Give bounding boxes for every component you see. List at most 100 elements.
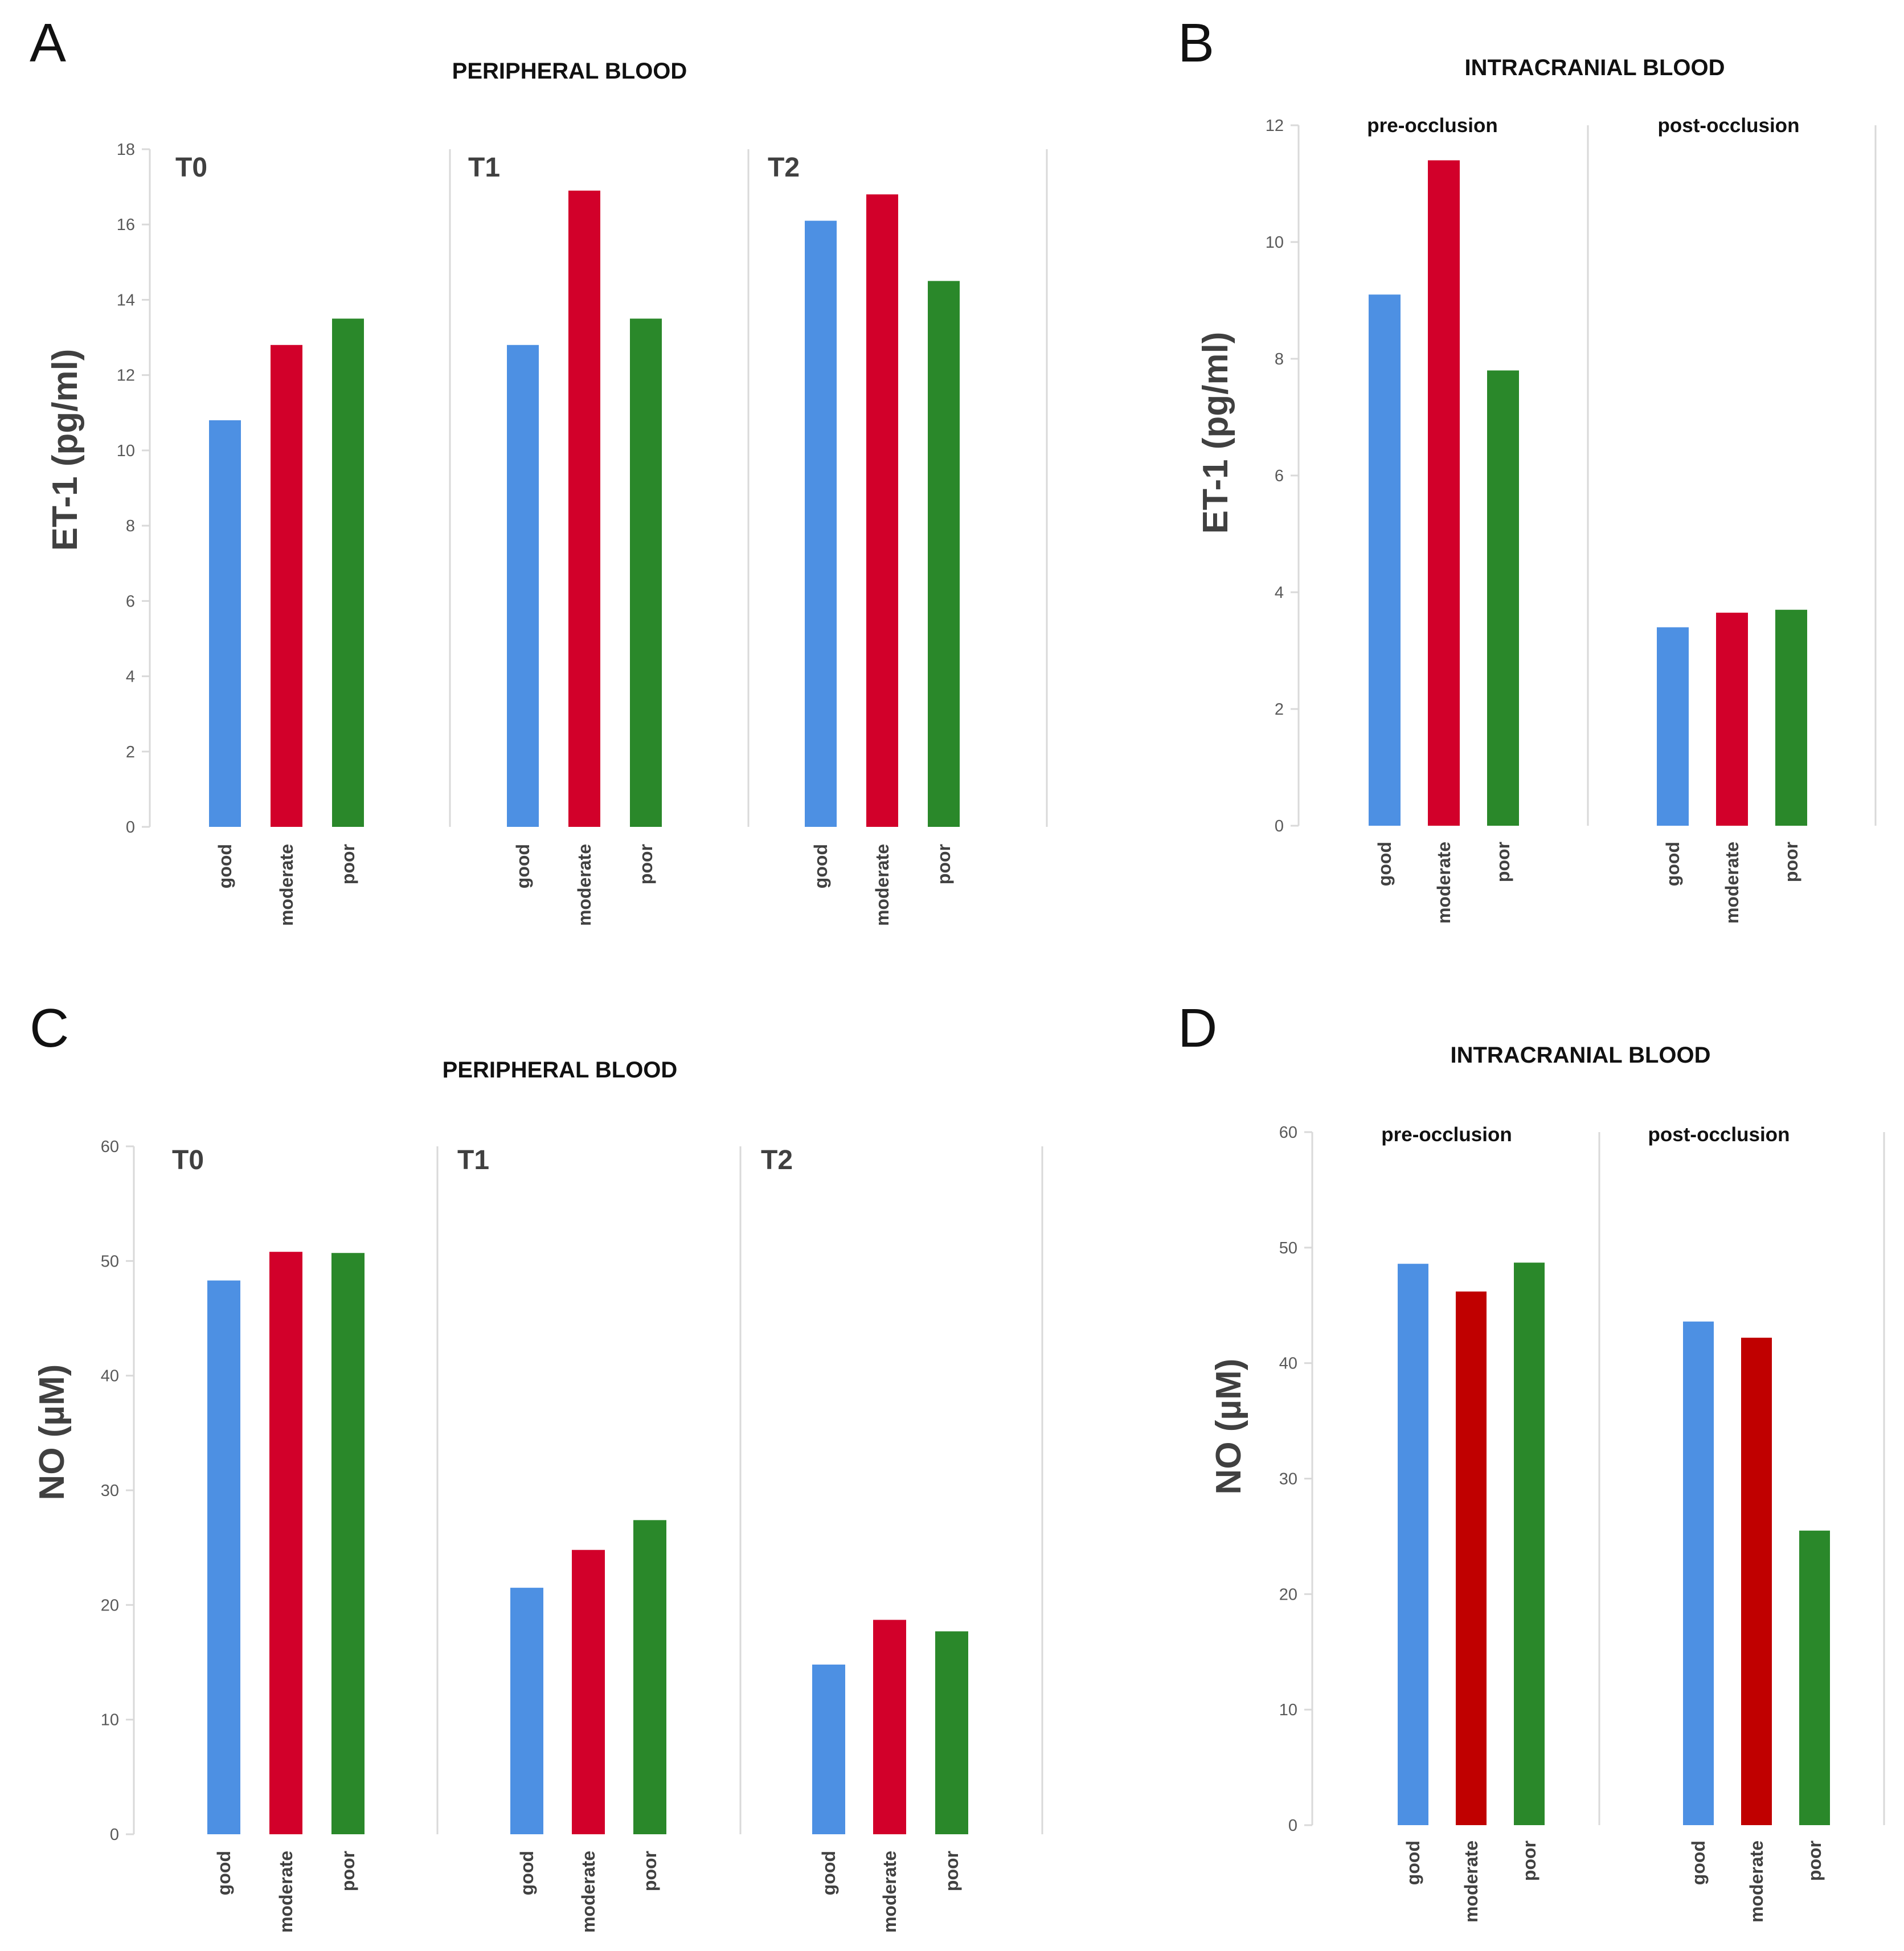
category-label: good <box>1663 842 1683 886</box>
bar-moderate <box>568 190 600 827</box>
y-tick-label: 0 <box>1288 1817 1297 1835</box>
bar-moderate <box>269 1252 302 1834</box>
panel-a: A PERIPHERAL BLOOD ET-1 (pg/ml) 0 2 4 6 8 10 1… <box>30 13 1048 926</box>
category-label: poor <box>1493 842 1513 882</box>
y-tick-label: 0 <box>1275 817 1284 835</box>
bar-good <box>1683 1321 1714 1825</box>
category-label: good <box>818 1851 839 1895</box>
bar-good <box>209 420 241 827</box>
category-label: moderate <box>1461 1841 1481 1923</box>
y-tick-label: 40 <box>1279 1355 1297 1373</box>
bar-poor <box>332 318 364 827</box>
y-tick-label: 8 <box>126 517 135 535</box>
category-label: moderate <box>879 1851 900 1933</box>
category-label: poor <box>338 844 358 884</box>
bar-poor <box>928 281 960 827</box>
panel-c-ylabel: NO (µM) <box>32 1364 72 1501</box>
bar-good <box>1657 627 1689 826</box>
panel-b: B INTRACRANIAL BLOOD ET-1 (pg/ml) 0 2 4 6 8 1… <box>1178 13 1877 924</box>
panel-d-letter: D <box>1178 998 1217 1059</box>
y-tick-label: 20 <box>101 1596 119 1614</box>
category-label: moderate <box>1746 1841 1767 1923</box>
bar-good <box>805 220 837 827</box>
y-tick-label: 60 <box>101 1138 119 1156</box>
bar-moderate <box>1428 160 1460 826</box>
bar-good <box>1369 294 1401 826</box>
bar-good <box>1398 1264 1428 1825</box>
y-tick-label: 50 <box>1279 1239 1297 1257</box>
bar-poor <box>630 318 662 827</box>
group-label: T1 <box>468 153 500 183</box>
panel-d-ylabel: NO (µM) <box>1209 1359 1248 1495</box>
y-tick-label: 10 <box>117 442 135 460</box>
category-label: good <box>1403 1841 1423 1885</box>
category-label: moderate <box>574 844 595 926</box>
group-label: T1 <box>457 1145 489 1175</box>
y-tick-label: 30 <box>1279 1470 1297 1489</box>
y-tick-label: 12 <box>1266 117 1284 135</box>
group-label: pre-occlusion <box>1381 1124 1512 1146</box>
bar-poor <box>331 1253 365 1834</box>
bar-poor <box>633 1520 666 1834</box>
panel-c-letter: C <box>30 998 69 1059</box>
y-tick-label: 4 <box>126 668 135 686</box>
y-tick-label: 8 <box>1275 350 1284 368</box>
bar-good <box>510 1588 543 1834</box>
bar-moderate <box>572 1550 605 1834</box>
y-tick-label: 6 <box>126 592 135 610</box>
bar-moderate <box>873 1620 906 1834</box>
panel-a-chart: 0 2 4 6 8 10 12 14 16 18 T0 T1 T2 good moderate poor goo… <box>117 141 1048 926</box>
y-tick-label: 0 <box>126 818 135 837</box>
y-tick-label: 50 <box>101 1252 119 1270</box>
category-label: poor <box>640 1851 660 1891</box>
panel-d-chart: 0 10 20 30 40 50 60 pre-occlusion post-occlusion… <box>1279 1124 1885 1923</box>
bar-poor <box>1514 1263 1545 1825</box>
y-tick-label: 10 <box>1279 1701 1297 1719</box>
category-label: poor <box>1804 1841 1825 1881</box>
group-label: post-occlusion <box>1658 114 1800 137</box>
y-tick-label: 18 <box>117 141 135 159</box>
category-label: poor <box>1519 1841 1539 1881</box>
bar-good <box>207 1280 240 1834</box>
panel-a-ylabel: ET-1 (pg/ml) <box>46 349 85 551</box>
category-label: poor <box>933 844 954 884</box>
category-label: good <box>215 844 235 888</box>
y-tick-label: 10 <box>1266 233 1284 252</box>
category-label: good <box>810 844 831 888</box>
category-label: good <box>513 844 533 888</box>
panel-a-letter: A <box>30 13 66 73</box>
y-tick-label: 60 <box>1279 1124 1297 1142</box>
category-label: poor <box>636 844 656 884</box>
panel-a-title: PERIPHERAL BLOOD <box>452 59 687 84</box>
y-tick-label: 40 <box>101 1367 119 1386</box>
category-label: moderate <box>872 844 892 926</box>
bar-good <box>507 345 539 827</box>
bar-moderate <box>1456 1291 1487 1825</box>
panel-c-chart: 0 10 20 30 40 50 60 T0 T1 T2 good moderate poor good m… <box>101 1138 1043 1933</box>
bar-poor <box>1799 1530 1830 1825</box>
bar-moderate <box>1741 1338 1772 1825</box>
y-tick-label: 12 <box>117 367 135 385</box>
group-label: T2 <box>768 153 800 183</box>
bar-moderate <box>866 194 898 827</box>
y-tick-label: 6 <box>1275 467 1284 485</box>
category-label: moderate <box>276 1851 296 1933</box>
y-tick-label: 10 <box>101 1711 119 1729</box>
panel-d-title: INTRACRANIAL BLOOD <box>1450 1043 1710 1068</box>
panel-b-ylabel: ET-1 (pg/ml) <box>1196 332 1235 534</box>
group-label: T0 <box>172 1145 204 1175</box>
group-label: T0 <box>175 153 207 183</box>
category-label: good <box>517 1851 537 1895</box>
category-label: moderate <box>578 1851 599 1933</box>
bar-good <box>812 1665 845 1834</box>
bar-moderate <box>1716 612 1748 826</box>
panel-b-chart: 0 2 4 6 8 10 12 pre-occlusion post-occlusion good… <box>1266 114 1877 924</box>
y-tick-label: 16 <box>117 216 135 234</box>
category-label: poor <box>1781 842 1801 882</box>
group-label: T2 <box>761 1145 793 1175</box>
y-tick-label: 4 <box>1275 584 1284 602</box>
bar-poor <box>935 1631 968 1834</box>
panel-b-title: INTRACRANIAL BLOOD <box>1464 55 1725 80</box>
y-tick-label: 14 <box>117 291 135 309</box>
